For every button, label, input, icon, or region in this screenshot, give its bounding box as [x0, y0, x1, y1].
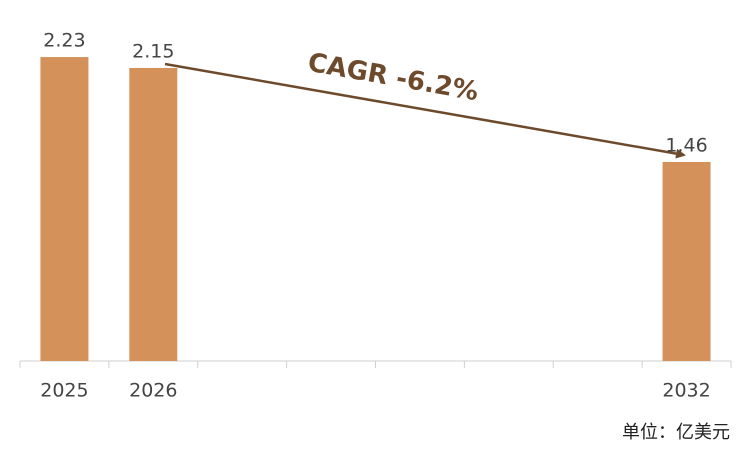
- cagr-arrow: [164, 62, 686, 159]
- value-label: 2.15: [132, 40, 174, 62]
- x-tick-label: 2032: [662, 380, 710, 402]
- unit-note: 单位：亿美元: [622, 422, 730, 443]
- value-label: 2.23: [43, 30, 85, 52]
- value-label: 1.46: [665, 135, 707, 157]
- bar: [40, 57, 89, 362]
- x-tick-label: 2025: [40, 380, 88, 402]
- bar: [129, 67, 178, 361]
- bar: [662, 162, 711, 361]
- cagr-label: CAGR -6.2%: [306, 48, 481, 108]
- x-tick-label: 2026: [129, 380, 177, 402]
